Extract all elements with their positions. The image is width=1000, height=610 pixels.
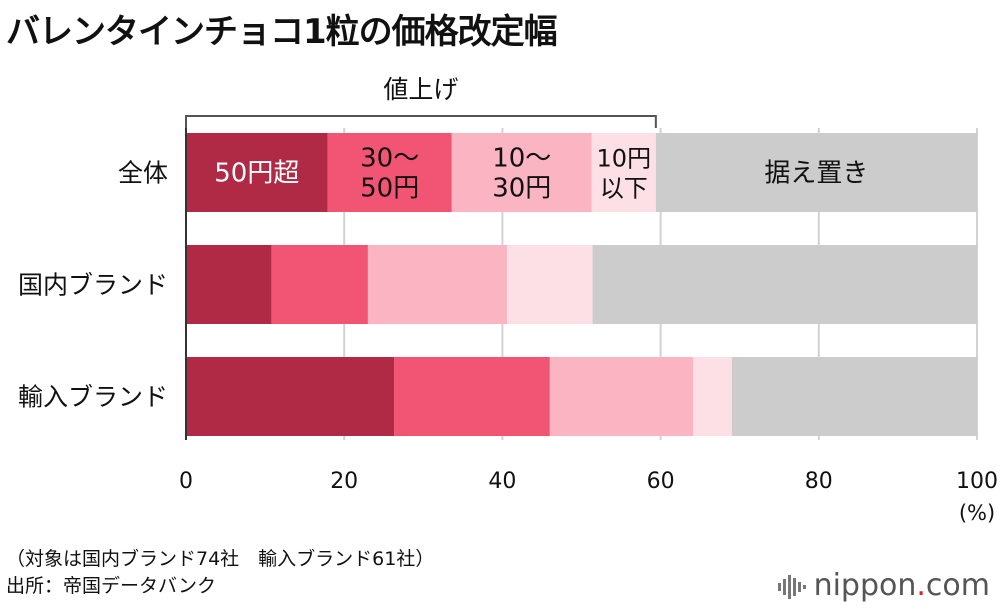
category-label: 全体 xyxy=(118,159,168,188)
x-tick-label: 60 xyxy=(647,469,675,494)
bar-segment xyxy=(186,245,272,324)
bar-segment xyxy=(451,133,592,212)
segment-label: 30〜 50円 xyxy=(360,144,419,204)
bar-segment xyxy=(507,245,593,324)
category-label: 国内ブランド xyxy=(18,271,168,300)
source-note: 出所：帝国データバンク xyxy=(6,575,216,597)
x-tick-label: 100 xyxy=(956,469,998,494)
bar-segment xyxy=(731,357,977,436)
bar-segment xyxy=(271,245,368,324)
sound-wave-icon xyxy=(777,574,806,599)
brand-name: nippon xyxy=(813,568,917,603)
bar-segment xyxy=(549,357,694,436)
x-tick-label: 40 xyxy=(488,469,516,494)
nippon-logo: nippon.com xyxy=(777,568,990,603)
bar-segment xyxy=(394,357,550,436)
chart-notes: （対象は国内ブランド74社 輸入ブランド61社） 出所：帝国データバンク xyxy=(6,546,434,600)
brand-dot: . xyxy=(916,568,926,603)
bar-segment xyxy=(327,133,452,212)
segment-label: 据え置き xyxy=(764,159,868,189)
bar-segment xyxy=(367,245,508,324)
segment-label: 10〜 30円 xyxy=(492,144,551,204)
x-tick-label: 20 xyxy=(330,469,358,494)
x-tick-label: 80 xyxy=(805,469,833,494)
bar-segment xyxy=(591,133,656,212)
x-tick-label: 0 xyxy=(179,469,193,494)
bar-segment xyxy=(186,357,395,436)
category-label: 輸入ブランド xyxy=(18,383,168,412)
bar-segment xyxy=(592,245,977,324)
bracket-label: 値上げ xyxy=(383,75,458,104)
segment-label: 50円超 xyxy=(214,159,299,189)
bar-segment xyxy=(693,357,732,436)
note-line-1: （対象は国内ブランド74社 輸入ブランド61社） xyxy=(6,548,435,570)
brand-tld: com xyxy=(925,568,990,603)
x-unit-label: (%) xyxy=(959,501,995,525)
chart-title: バレンタインチョコ1粒の価格改定幅 xyxy=(6,12,558,52)
bracket-line xyxy=(185,115,657,128)
bar-segment xyxy=(186,133,328,212)
segment-label: 10円以下 xyxy=(597,145,652,203)
bar-segment xyxy=(655,133,977,212)
